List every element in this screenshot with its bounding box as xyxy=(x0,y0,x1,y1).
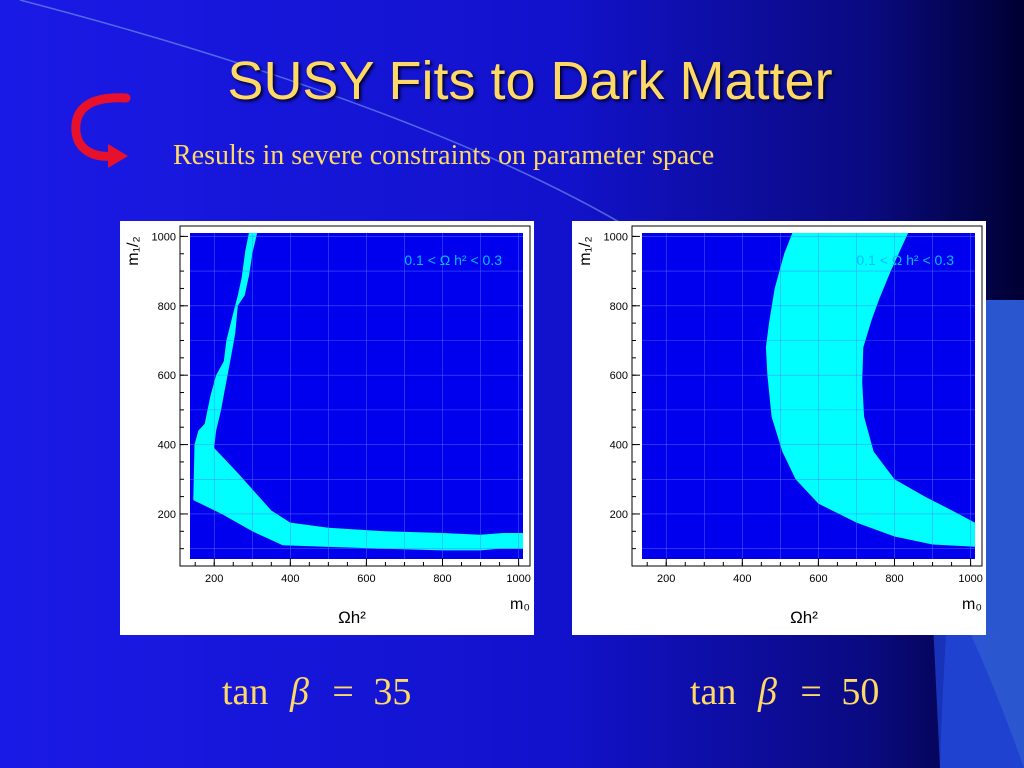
y-tick-label: 400 xyxy=(158,440,176,452)
tanbeta-value: 50 xyxy=(841,671,880,713)
beta-symbol: β xyxy=(289,671,309,713)
chart-svg-left: 200 400 600 800 1000 200 400 600 800 1000 0.1 < Ω … xyxy=(125,225,531,627)
y-axis-label: m₁/₂ xyxy=(577,236,594,265)
y-tick-label: 600 xyxy=(610,370,628,382)
omega-h2-label: Ωh² xyxy=(790,608,818,627)
tanbeta-value: 35 xyxy=(373,671,412,713)
plot-tanbeta-50: 200 400 600 800 1000 200 400 600 800 1000 0.1 < Ω … xyxy=(572,221,986,635)
y-tick-label: 200 xyxy=(610,509,628,521)
x-tick-label: 400 xyxy=(733,573,751,585)
x-tick-label: 800 xyxy=(885,573,903,585)
beta-symbol: β xyxy=(757,671,777,713)
x-tick-label: 200 xyxy=(657,573,675,585)
plot-content xyxy=(190,233,523,559)
tan-label: tan xyxy=(690,671,737,713)
x-tick-label: 1000 xyxy=(506,573,530,585)
red-curved-arrow-icon xyxy=(68,88,132,179)
x-tick-label: 400 xyxy=(281,573,299,585)
plot-tanbeta-35: 200 400 600 800 1000 200 400 600 800 1000 0.1 < Ω … xyxy=(120,221,534,635)
x-tick-label: 1000 xyxy=(958,573,982,585)
x-tick-label: 800 xyxy=(433,573,451,585)
x-tick-label: 600 xyxy=(809,573,827,585)
omega-range-annotation: 0.1 < Ω h² < 0.3 xyxy=(404,252,502,268)
y-tick-label: 600 xyxy=(158,370,176,382)
omega-h2-label: Ωh² xyxy=(338,608,366,627)
tan-label: tan xyxy=(222,671,269,713)
y-tick-label: 1000 xyxy=(604,231,628,243)
x-tick-label: 600 xyxy=(357,573,375,585)
plot-content xyxy=(642,233,975,559)
y-tick-label: 800 xyxy=(610,301,628,313)
x-axis-label: m₀ xyxy=(962,596,982,613)
tanbeta-caption-35: tan β = 35 xyxy=(222,670,411,714)
x-tick-label: 200 xyxy=(205,573,223,585)
slide-title: SUSY Fits to Dark Matter xyxy=(227,51,833,111)
chart-svg-right: 200 400 600 800 1000 200 400 600 800 1000 0.1 < Ω … xyxy=(577,225,983,627)
y-axis-label: m₁/₂ xyxy=(125,236,142,265)
equals-sign: = xyxy=(332,671,354,713)
y-tick-label: 1000 xyxy=(152,231,176,243)
equals-sign: = xyxy=(800,671,822,713)
tanbeta-caption-50: tan β = 50 xyxy=(690,670,879,714)
y-tick-label: 200 xyxy=(158,509,176,521)
omega-range-annotation: 0.1 < Ω h² < 0.3 xyxy=(856,252,954,268)
y-tick-label: 400 xyxy=(610,440,628,452)
x-axis-label: m₀ xyxy=(510,596,530,613)
slide-subtitle: Results in severe constraints on paramet… xyxy=(173,140,715,171)
y-tick-label: 800 xyxy=(158,301,176,313)
